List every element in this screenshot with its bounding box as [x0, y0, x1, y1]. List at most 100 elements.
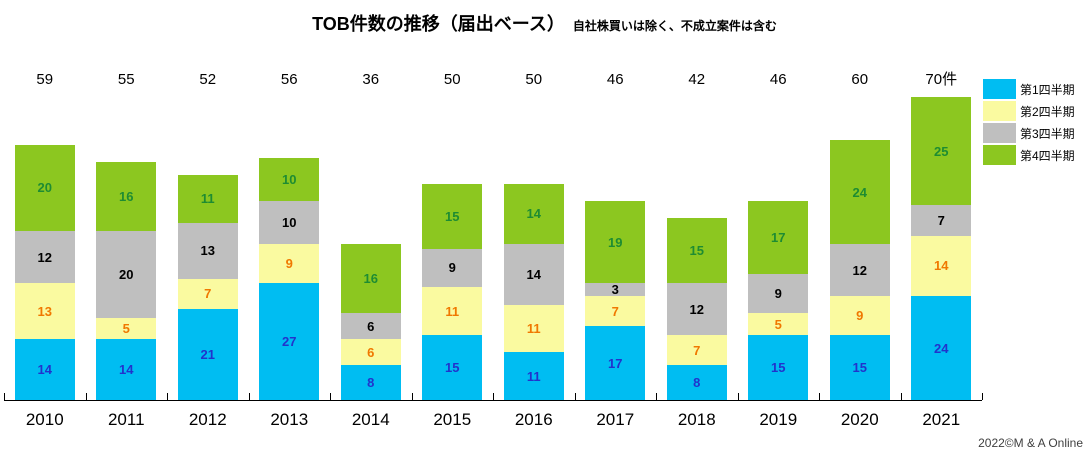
total-label: 55 [117, 71, 135, 88]
bar-segment: 12 [14, 231, 75, 284]
bar-segment: 12 [666, 283, 727, 336]
chart-title: TOB件数の推移（届出ベース） [312, 14, 565, 34]
axis-tick [330, 393, 331, 400]
legend: 第1四半期第2四半期第3四半期 第4四半期 [983, 78, 1075, 166]
bar-segment: 14 [14, 339, 75, 400]
segment-value-label: 12 [852, 262, 867, 278]
segment-value-label: 16 [363, 271, 378, 287]
total-label: 59 [36, 71, 54, 88]
bar-segment: 15 [422, 335, 483, 400]
bar-segment: 6 [340, 339, 401, 366]
bar-column-2014: 8 6 6 16 [330, 244, 412, 400]
legend-label: 第2四半期 [1020, 104, 1075, 119]
bar-segment: 27 [259, 283, 320, 400]
segment-value-label: 9 [448, 260, 456, 276]
bar-segment: 15 [748, 335, 809, 400]
segment-value-label: 24 [852, 184, 867, 200]
bar-segment: 7 [177, 278, 238, 310]
segment-value-label: 15 [852, 360, 867, 376]
segment-value-label: 9 [856, 308, 864, 324]
year-label: 2020 [840, 410, 879, 429]
segment-value-label: 24 [934, 340, 949, 356]
bar-segment: 13 [14, 283, 75, 340]
stacked-bar-2015: 15 11 9 15 [422, 183, 483, 400]
bar-segment: 20 [14, 144, 75, 232]
legend-item: 第3四半期 [983, 122, 1075, 144]
bar-segment: 16 [96, 161, 157, 232]
segment-value-label: 27 [282, 334, 297, 350]
total-label: 46 [769, 71, 787, 88]
axis-tick [982, 393, 983, 400]
year-label: 2021 [922, 410, 961, 429]
legend-item: 第1四半期 [983, 78, 1075, 100]
axis-tick [85, 393, 87, 400]
bar-segment: 8 [340, 365, 401, 400]
bar-segment: 7 [585, 296, 646, 327]
total-label: 50 [443, 71, 461, 88]
chart-subtitle: 自社株買いは除く、不成立案件は含む [572, 19, 777, 33]
stacked-bar-2010: 14 13 12 20 [14, 144, 75, 400]
year-label: 2019 [759, 410, 798, 429]
stacked-bar-chart: 59 55 52 56 36 50 50 46 42 46 60 70件 14 13 12 20 14 5 20 1… [4, 70, 983, 430]
segment-value-label: 15 [771, 360, 786, 376]
bar-column-2020: 15 9 12 24 [819, 140, 901, 400]
bar-segment: 9 [748, 274, 809, 314]
bar-segment: 7 [666, 335, 727, 366]
bar-segment: 11 [503, 352, 564, 400]
bar-column-2011: 14 5 20 16 [86, 161, 168, 400]
bar-column-2013: 27 9 10 10 [249, 157, 331, 400]
bar-segment: 8 [666, 365, 727, 400]
bar-segment: 10 [259, 157, 320, 201]
bar-segment: 20 [96, 231, 157, 318]
total-label: 60 [851, 71, 869, 88]
bar-segment: 6 [340, 313, 401, 340]
stacked-bar-2012: 21 7 13 11 [177, 174, 238, 400]
bar-segment: 9 [422, 248, 483, 288]
total-label: 52 [199, 71, 217, 88]
legend-item: 第4四半期 [983, 144, 1075, 166]
x-axis-labels: 2010 2011 2012 2013 2014 2015 2016 2017 2018 2019… [4, 401, 982, 430]
axis-tick [248, 393, 250, 400]
segment-value-label: 6 [367, 344, 375, 360]
segment-value-label: 10 [282, 215, 297, 231]
axis-tick [411, 393, 413, 400]
bar-segment: 14 [911, 235, 972, 297]
bar-segment: 16 [340, 244, 401, 314]
bar-segment: 14 [503, 244, 564, 305]
segment-value-label: 9 [285, 256, 293, 272]
bar-segment: 11 [177, 174, 238, 223]
bar-column-2018: 8 7 12 15 [656, 218, 738, 400]
segment-value-label: 15 [689, 243, 704, 259]
segment-value-label: 20 [37, 180, 52, 196]
copyright-text: 2022©M & A Online [978, 436, 1083, 450]
segment-value-label: 6 [367, 318, 375, 334]
segment-value-label: 15 [445, 208, 460, 224]
bar-column-2015: 15 11 9 15 [412, 183, 494, 400]
bar-segment: 15 [829, 335, 890, 400]
bar-segment: 11 [422, 287, 483, 336]
segment-value-label: 17 [608, 355, 623, 371]
total-label: 36 [362, 71, 380, 88]
bar-segment: 19 [585, 200, 646, 284]
stacked-bar-2011: 14 5 20 16 [96, 161, 157, 400]
segment-value-label: 19 [608, 234, 623, 250]
bar-segment: 9 [259, 244, 320, 284]
bar-segment: 17 [748, 200, 809, 275]
bar-segment: 25 [911, 97, 972, 206]
segment-value-label: 13 [200, 243, 215, 259]
segment-value-label: 14 [526, 266, 541, 282]
legend-item: 第2四半期 [983, 100, 1075, 122]
legend-swatch [983, 123, 1016, 143]
year-label: 2011 [107, 410, 145, 429]
bar-column-2019: 15 5 9 17 [738, 200, 820, 400]
bar-column-2010: 14 13 12 20 [4, 144, 86, 400]
chart-header: TOB件数の推移（届出ベース） 自社株買いは除く、不成立案件は含む [0, 10, 1089, 36]
axis-tick [819, 393, 820, 400]
bar-segment: 9 [829, 296, 890, 336]
legend-swatch [983, 145, 1016, 165]
stacked-bar-2014: 8 6 6 16 [340, 244, 401, 400]
segment-value-label: 10 [282, 171, 297, 187]
segment-value-label: 20 [119, 266, 134, 282]
year-label: 2010 [25, 410, 64, 429]
year-label: 2016 [514, 410, 553, 429]
